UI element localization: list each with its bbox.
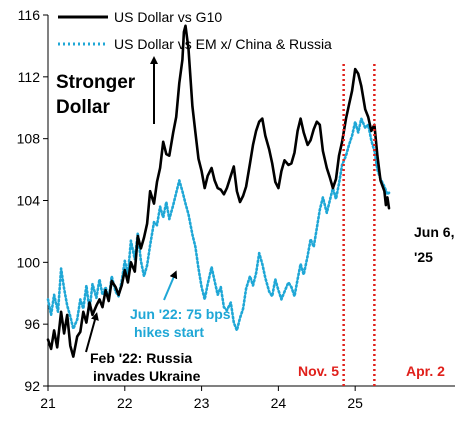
x-tick-label: 22 <box>117 395 133 411</box>
legend: US Dollar vs G10 US Dollar vs EM x/ Chin… <box>58 9 332 52</box>
event-label-1: Nov. 5 <box>298 363 339 379</box>
x-tick-labels: 21 22 23 24 25 <box>40 386 363 411</box>
feb22-arrow <box>85 312 99 353</box>
x-tick-label: 23 <box>194 395 210 411</box>
end-date-line1: Jun 6, <box>414 224 454 240</box>
event-label-2: Apr. 2 <box>406 363 445 379</box>
jun22-arrow <box>163 270 178 301</box>
feb22-label-line1: Feb '22: Russia <box>90 350 192 366</box>
feb22-label-line2: invades Ukraine <box>93 368 201 384</box>
x-tick-label: 21 <box>40 395 56 411</box>
y-tick-label: 112 <box>18 69 41 85</box>
y-tick-label: 92 <box>24 378 40 394</box>
series-layer <box>46 24 391 358</box>
stronger-label-line1: Stronger <box>56 72 136 93</box>
legend-label-em: US Dollar vs EM x/ China & Russia <box>114 36 332 52</box>
series-line-em <box>46 117 391 332</box>
y-tick-label: 108 <box>17 131 41 147</box>
stronger-label-line2: Dollar <box>56 97 110 118</box>
x-tick-label: 24 <box>271 395 287 411</box>
jun22-label-line2: hikes start <box>134 324 204 340</box>
end-date-line2: '25 <box>414 249 433 265</box>
feb22-annotation: Feb '22: Russia invades Ukraine <box>85 312 201 384</box>
y-tick-label: 96 <box>24 316 40 332</box>
y-tick-labels: 92 96 100 104 108 112 116 <box>17 7 48 394</box>
end-date-annotation: Jun 6, '25 <box>414 224 454 265</box>
event-lines: Nov. 5 Apr. 2 <box>298 64 445 386</box>
stronger-dollar-annotation: Stronger Dollar <box>56 56 158 124</box>
x-tick-label: 25 <box>347 395 363 411</box>
series-line-g10 <box>46 24 391 358</box>
jun22-label-line1: Jun '22: 75 bps <box>130 306 231 322</box>
jun22-annotation: Jun '22: 75 bps hikes start <box>130 270 231 340</box>
y-tick-label: 104 <box>17 193 41 209</box>
y-tick-label: 100 <box>17 254 41 270</box>
legend-label-g10: US Dollar vs G10 <box>114 9 222 25</box>
y-tick-label: 116 <box>18 7 41 23</box>
